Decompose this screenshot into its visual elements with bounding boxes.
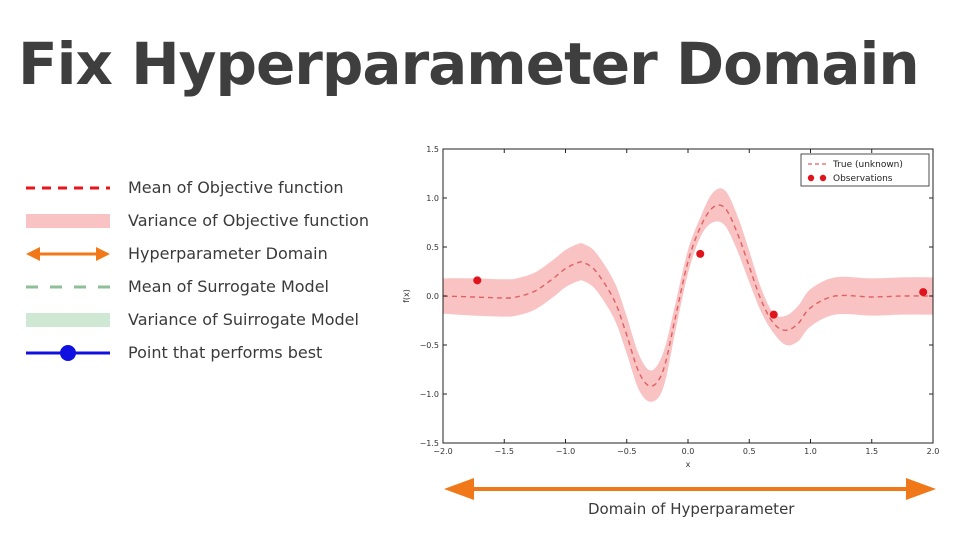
x-tick-label: −1.5: [495, 447, 514, 456]
domain-double-arrow-icon: [444, 478, 936, 500]
legend-label: Variance of Suirrogate Model: [128, 310, 359, 329]
observation-point: [696, 249, 705, 258]
legend-item-objective-variance: Variance of Objective function: [22, 204, 402, 237]
legend-item-surrogate-variance: Variance of Suirrogate Model: [22, 303, 402, 336]
x-tick-label: −2.0: [433, 447, 452, 456]
x-tick-label: −1.0: [556, 447, 575, 456]
observation-point: [473, 276, 482, 285]
pink-band-icon: [22, 207, 114, 235]
objective-chart: −2.0 −1.5 −1.0 −0.5 0.0 0.5 1.0 1.5 2.01.51.00.5…: [402, 145, 940, 469]
y-tick-label: 1.5: [426, 145, 439, 154]
legend: Mean of Objective function Variance of O…: [22, 171, 402, 369]
y-axis-label: f(x): [402, 289, 411, 303]
legend-label: Mean of Objective function: [128, 178, 344, 197]
y-tick-label: 1.0: [426, 194, 439, 203]
legend-observation-marker: [807, 174, 815, 182]
observation-point: [769, 310, 778, 319]
x-tick-label: 0.5: [743, 447, 756, 456]
observation-point: [919, 288, 928, 297]
x-tick-label: 1.0: [804, 447, 817, 456]
legend-item-hyperparameter-domain: Hyperparameter Domain: [22, 237, 402, 270]
x-tick-label: 1.5: [865, 447, 878, 456]
y-tick-label: −1.0: [420, 390, 439, 399]
green-dashed-line-icon: [22, 273, 114, 301]
y-tick-label: −0.5: [420, 341, 439, 350]
x-tick-label: 2.0: [927, 447, 940, 456]
legend-item-best-point: Point that performs best: [22, 336, 402, 369]
orange-double-arrow-icon: [22, 240, 114, 268]
legend-label: Variance of Objective function: [128, 211, 370, 230]
x-tick-label: −0.5: [617, 447, 636, 456]
legend-true-label: True (unknown): [832, 160, 903, 170]
mean-line: [442, 204, 933, 387]
blue-dot-line-icon: [22, 339, 114, 367]
legend-item-objective-mean: Mean of Objective function: [22, 171, 402, 204]
legend-item-surrogate-mean: Mean of Surrogate Model: [22, 270, 402, 303]
y-tick-label: 0.5: [426, 243, 439, 252]
legend-observation-marker: [819, 174, 827, 182]
legend-label: Point that performs best: [128, 343, 323, 362]
x-tick-label: 0.0: [682, 447, 695, 456]
domain-label: Domain of Hyperparameter: [588, 500, 795, 518]
green-band-icon: [22, 306, 114, 334]
page-title: Fix Hyperparameter Domain: [18, 30, 920, 98]
legend-observations-label: Observations: [833, 174, 893, 184]
y-tick-label: −1.5: [420, 439, 439, 448]
y-tick-label: 0.0: [426, 292, 439, 301]
variance-band: [443, 188, 933, 402]
red-dashed-line-icon: [22, 174, 114, 202]
legend-label: Mean of Surrogate Model: [128, 277, 329, 296]
legend-label: Hyperparameter Domain: [128, 244, 328, 263]
x-axis-label: x: [686, 460, 691, 469]
